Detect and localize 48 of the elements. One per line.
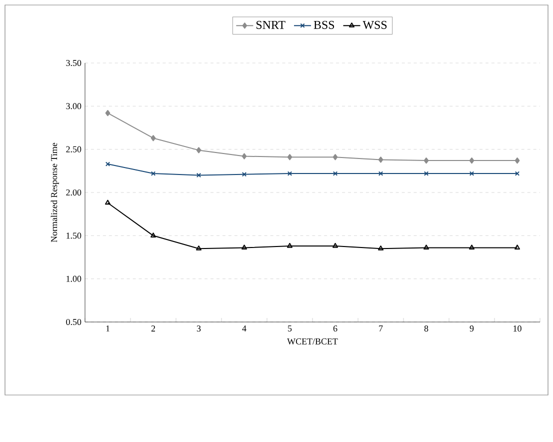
point	[242, 244, 247, 250]
point	[378, 171, 384, 176]
point	[150, 135, 156, 142]
legend-label: WSS	[362, 20, 387, 30]
point	[332, 171, 338, 176]
point	[242, 153, 247, 160]
y-tick-label: 3.50	[66, 60, 82, 66]
point	[469, 171, 474, 176]
point	[424, 244, 430, 250]
x-tick-label: 9	[470, 326, 474, 332]
point	[469, 157, 474, 164]
y-tick-label: 1.00	[66, 276, 82, 282]
x-axis-title: WCET/BCET	[287, 338, 338, 344]
x-tick-label: 4	[242, 326, 246, 332]
x-tick-label: 10	[514, 326, 522, 332]
x-tick-label: 8	[424, 326, 428, 332]
y-tick-label: 3.00	[66, 103, 82, 110]
point	[150, 171, 156, 176]
point	[378, 156, 384, 163]
point	[514, 157, 520, 164]
x-tick-label: 2	[151, 326, 155, 332]
point	[196, 246, 202, 250]
y-tick-label: 2.50	[66, 146, 82, 152]
y-tick-label: 0.50	[66, 318, 82, 326]
x-tick-label: 6	[333, 326, 338, 332]
point	[332, 242, 338, 248]
point	[287, 171, 292, 176]
y-tick-label: 1.50	[66, 232, 82, 239]
point	[332, 154, 338, 160]
y-tick-label: 2.00	[66, 189, 82, 196]
x-tick-label: 3	[196, 326, 201, 332]
point	[424, 171, 429, 176]
point	[424, 157, 429, 164]
legend-label: BSS	[314, 20, 334, 29]
point	[196, 147, 202, 154]
x-tick-label: 7	[379, 326, 383, 332]
y-axis-title: Normalized Response Time	[50, 142, 59, 242]
point	[469, 244, 475, 250]
legend-label: SNRT	[256, 20, 286, 29]
point	[287, 242, 292, 248]
point	[105, 110, 110, 116]
point	[287, 154, 292, 160]
point	[242, 172, 247, 177]
point	[150, 232, 156, 238]
point	[196, 172, 202, 178]
x-tick-label: 5	[288, 326, 292, 332]
x-tick-label: 1	[106, 326, 110, 332]
point	[378, 246, 384, 250]
